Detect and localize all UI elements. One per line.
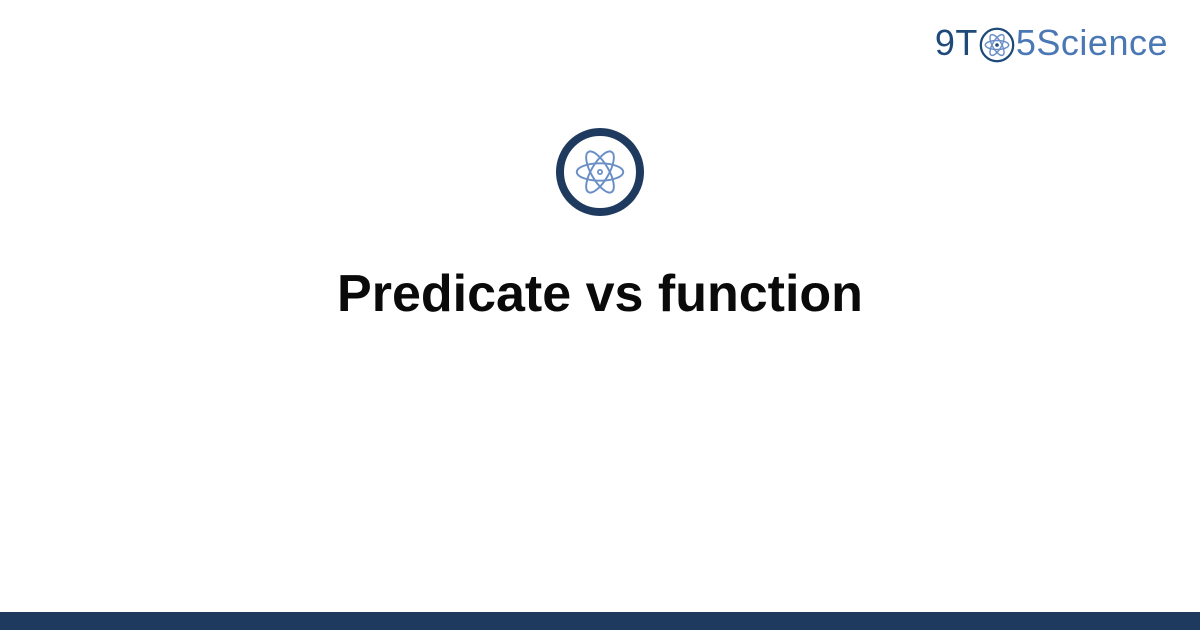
bottom-bar xyxy=(0,612,1200,630)
atom-badge xyxy=(556,128,644,216)
atom-icon xyxy=(571,143,629,201)
main-content: Predicate vs function xyxy=(0,128,1200,324)
logo-text-9t: 9T xyxy=(935,22,978,64)
site-logo: 9T 5Science xyxy=(935,22,1168,64)
atom-icon xyxy=(979,27,1015,63)
page-title: Predicate vs function xyxy=(337,264,863,324)
logo-text-5science: 5Science xyxy=(1016,22,1168,64)
